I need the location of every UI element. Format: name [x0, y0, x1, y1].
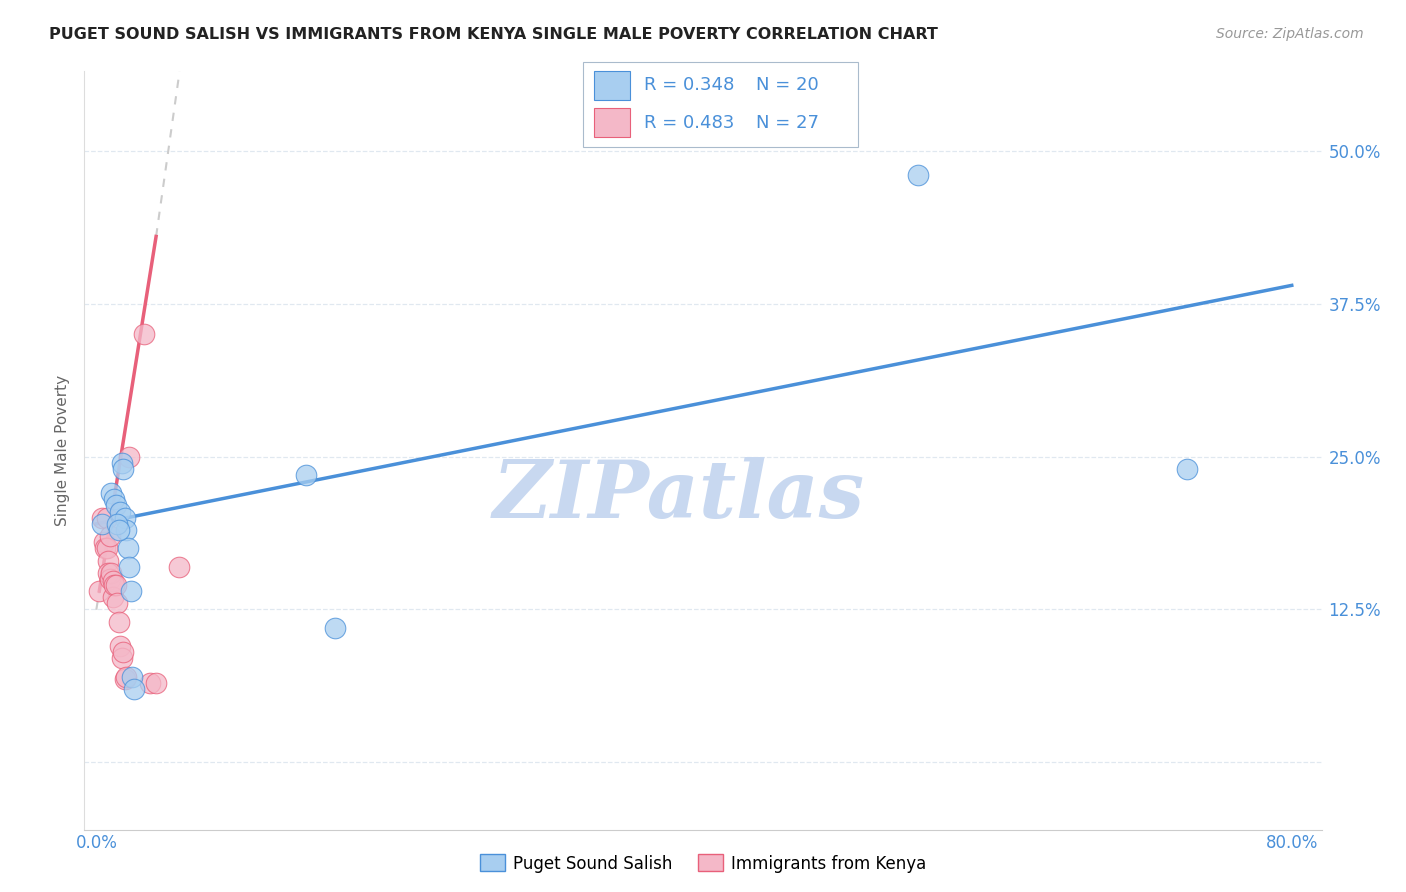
Point [114, 672, 136, 686]
Point [145, 675, 167, 690]
Point [94, 541, 117, 556]
Point [98, 529, 121, 543]
Point [105, 516, 128, 531]
Point [110, 505, 132, 519]
Point [139, 675, 162, 690]
Point [91, 510, 114, 524]
Text: R = 0.348: R = 0.348 [644, 77, 734, 95]
Point [167, 559, 190, 574]
Point [96, 541, 118, 556]
Bar [595, 71, 630, 100]
Bar [595, 108, 630, 137]
Text: R = 0.483: R = 0.483 [644, 113, 734, 132]
Point [114, 510, 136, 524]
Point [98, 572, 121, 586]
Point [118, 559, 141, 574]
Point [93, 535, 115, 549]
Point [111, 651, 134, 665]
Text: N = 27: N = 27 [756, 113, 820, 132]
Point [97, 553, 120, 567]
Point [325, 621, 347, 635]
Point [104, 499, 127, 513]
Point [1175, 462, 1198, 476]
Legend: Puget Sound Salish, Immigrants from Kenya: Puget Sound Salish, Immigrants from Keny… [474, 847, 932, 880]
Point [101, 574, 124, 589]
Point [117, 541, 139, 556]
Point [115, 670, 138, 684]
Point [104, 578, 127, 592]
Point [107, 615, 129, 629]
Text: N = 20: N = 20 [756, 77, 818, 95]
Point [907, 169, 929, 183]
Point [112, 462, 135, 476]
Point [134, 327, 156, 342]
Point [105, 596, 128, 610]
Point [122, 681, 145, 696]
Text: Source: ZipAtlas.com: Source: ZipAtlas.com [1216, 27, 1364, 41]
FancyBboxPatch shape [583, 62, 858, 147]
Point [115, 523, 138, 537]
Point [103, 578, 125, 592]
Point [110, 639, 132, 653]
Point [101, 591, 124, 605]
Point [100, 486, 122, 500]
Y-axis label: Single Male Poverty: Single Male Poverty [55, 375, 70, 526]
Point [111, 456, 134, 470]
Text: PUGET SOUND SALISH VS IMMIGRANTS FROM KENYA SINGLE MALE POVERTY CORRELATION CHAR: PUGET SOUND SALISH VS IMMIGRANTS FROM KE… [49, 27, 938, 42]
Point [120, 584, 142, 599]
Text: ZIPatlas: ZIPatlas [492, 458, 865, 534]
Point [294, 467, 316, 482]
Point [103, 492, 125, 507]
Point [91, 516, 114, 531]
Point [107, 523, 129, 537]
Point [89, 584, 111, 599]
Point [118, 450, 141, 464]
Point [96, 510, 118, 524]
Point [112, 645, 135, 659]
Point [121, 670, 143, 684]
Point [100, 566, 122, 580]
Point [97, 566, 120, 580]
